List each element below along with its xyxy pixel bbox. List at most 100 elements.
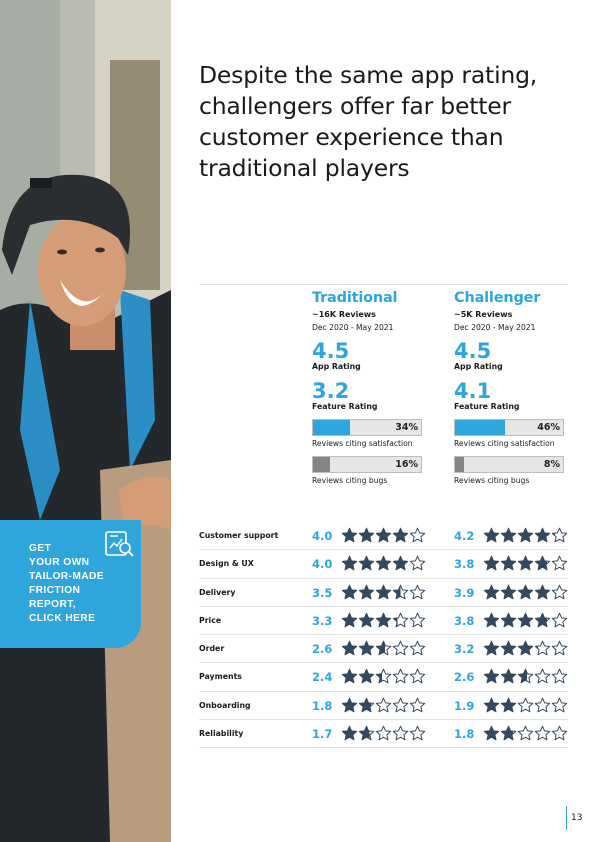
cta-report-button[interactable]: GET YOUR OWN TAILOR-MADE FRICTION REPORT… bbox=[0, 520, 141, 648]
feature-label: Order bbox=[199, 644, 225, 654]
traditional-score: 3.5 bbox=[312, 585, 333, 600]
traditional-score: 1.7 bbox=[312, 727, 333, 742]
star-icon bbox=[341, 555, 358, 571]
star-icon bbox=[375, 640, 392, 656]
bugs-label: Reviews citing bugs bbox=[454, 476, 530, 485]
star-icon bbox=[341, 584, 358, 599]
bugs-bar-fill bbox=[455, 457, 464, 472]
star-icon bbox=[517, 584, 534, 599]
satisfaction-value: 34% bbox=[395, 422, 418, 433]
star-icon bbox=[534, 555, 551, 571]
challenger-score: 3.2 bbox=[454, 642, 475, 657]
star-icon bbox=[409, 555, 426, 571]
satisfaction-label: Reviews citing satisfaction bbox=[454, 439, 555, 448]
star-icon bbox=[392, 527, 409, 543]
challenger-summary: Challenger ~5K Reviews Dec 2020 - May 20… bbox=[454, 290, 572, 485]
star-icon bbox=[341, 527, 358, 543]
star-icon bbox=[500, 697, 517, 713]
star-icon bbox=[500, 555, 517, 571]
challenger-score: 3.8 bbox=[454, 613, 475, 628]
review-count: ~16K Reviews bbox=[312, 310, 376, 319]
traditional-star-rating bbox=[341, 555, 426, 571]
traditional-score: 2.4 bbox=[312, 670, 333, 685]
challenger-star-rating bbox=[483, 584, 568, 600]
satisfaction-label: Reviews citing satisfaction bbox=[312, 439, 413, 448]
star-icon bbox=[409, 725, 426, 741]
star-icon bbox=[375, 669, 392, 684]
traditional-summary: Traditional ~16K Reviews Dec 2020 - May … bbox=[312, 290, 430, 485]
star-icon bbox=[409, 584, 426, 599]
star-icon bbox=[551, 697, 568, 713]
star-icon bbox=[409, 669, 426, 684]
star-icon bbox=[551, 527, 568, 543]
star-icon bbox=[392, 555, 409, 571]
feature-rating-value: 3.2 bbox=[312, 379, 350, 403]
star-icon bbox=[392, 584, 409, 599]
feature-rating-label: Feature Rating bbox=[454, 402, 520, 411]
bugs-value: 16% bbox=[395, 459, 418, 470]
star-icon bbox=[483, 584, 500, 599]
satisfaction-bar-fill bbox=[313, 420, 350, 435]
table-row: Customer support 4.0 4.2 bbox=[199, 522, 568, 551]
traditional-star-rating bbox=[341, 612, 426, 628]
star-icon bbox=[500, 612, 517, 628]
star-icon bbox=[500, 725, 517, 741]
star-icon bbox=[517, 640, 534, 656]
star-icon bbox=[358, 612, 375, 628]
star-icon bbox=[358, 555, 375, 571]
traditional-star-rating bbox=[341, 584, 426, 600]
star-icon bbox=[483, 527, 500, 543]
star-icon bbox=[375, 697, 392, 713]
feature-label: Reliability bbox=[199, 729, 244, 739]
challenger-score: 4.2 bbox=[454, 529, 475, 543]
challenger-star-rating bbox=[483, 697, 568, 713]
bugs-value: 8% bbox=[543, 459, 560, 470]
column-title: Challenger bbox=[454, 290, 541, 306]
star-icon bbox=[500, 584, 517, 599]
feature-label: Design & UX bbox=[199, 559, 254, 569]
table-row: Price 3.3 3.8 bbox=[199, 607, 568, 636]
table-row: Reliability 1.7 1.8 bbox=[199, 720, 568, 749]
page-number-rule bbox=[566, 806, 567, 830]
star-icon bbox=[551, 640, 568, 656]
table-row: Onboarding 1.8 1.9 bbox=[199, 692, 568, 721]
traditional-star-rating bbox=[341, 668, 426, 684]
review-period: Dec 2020 - May 2021 bbox=[454, 323, 536, 332]
feature-label: Payments bbox=[199, 672, 242, 682]
star-icon bbox=[534, 725, 551, 741]
star-icon bbox=[517, 555, 534, 571]
star-icon bbox=[341, 612, 358, 628]
star-icon bbox=[500, 669, 517, 684]
star-icon bbox=[392, 697, 409, 713]
star-icon bbox=[534, 640, 551, 656]
challenger-score: 3.8 bbox=[454, 557, 475, 572]
traditional-score: 3.3 bbox=[312, 613, 333, 628]
star-icon bbox=[517, 725, 534, 741]
feature-label: Delivery bbox=[199, 587, 236, 597]
star-icon bbox=[375, 555, 392, 571]
table-row: Order 2.6 3.2 bbox=[199, 635, 568, 664]
column-title: Traditional bbox=[312, 290, 398, 306]
star-icon bbox=[341, 697, 358, 713]
star-icon bbox=[358, 697, 375, 713]
star-icon bbox=[517, 697, 534, 713]
star-icon bbox=[341, 669, 358, 684]
feature-label: Price bbox=[199, 615, 222, 625]
star-icon bbox=[534, 612, 551, 628]
report-chart-icon bbox=[105, 531, 134, 557]
star-icon bbox=[551, 584, 568, 599]
page-headline: Despite the same app rating, challengers… bbox=[199, 61, 538, 182]
star-icon bbox=[358, 584, 375, 599]
feature-label: Customer support bbox=[199, 531, 279, 540]
satisfaction-bar: 46% bbox=[454, 419, 564, 436]
app-rating-value: 4.5 bbox=[454, 339, 492, 363]
challenger-score: 2.6 bbox=[454, 670, 475, 685]
star-icon bbox=[358, 640, 375, 656]
star-icon bbox=[534, 527, 551, 543]
cta-text: GET YOUR OWN TAILOR-MADE FRICTION REPORT… bbox=[29, 543, 104, 624]
page-number: 13 bbox=[571, 813, 583, 823]
star-icon bbox=[517, 612, 534, 628]
challenger-star-rating bbox=[483, 725, 568, 741]
traditional-star-rating bbox=[341, 725, 426, 741]
star-icon bbox=[534, 669, 551, 684]
